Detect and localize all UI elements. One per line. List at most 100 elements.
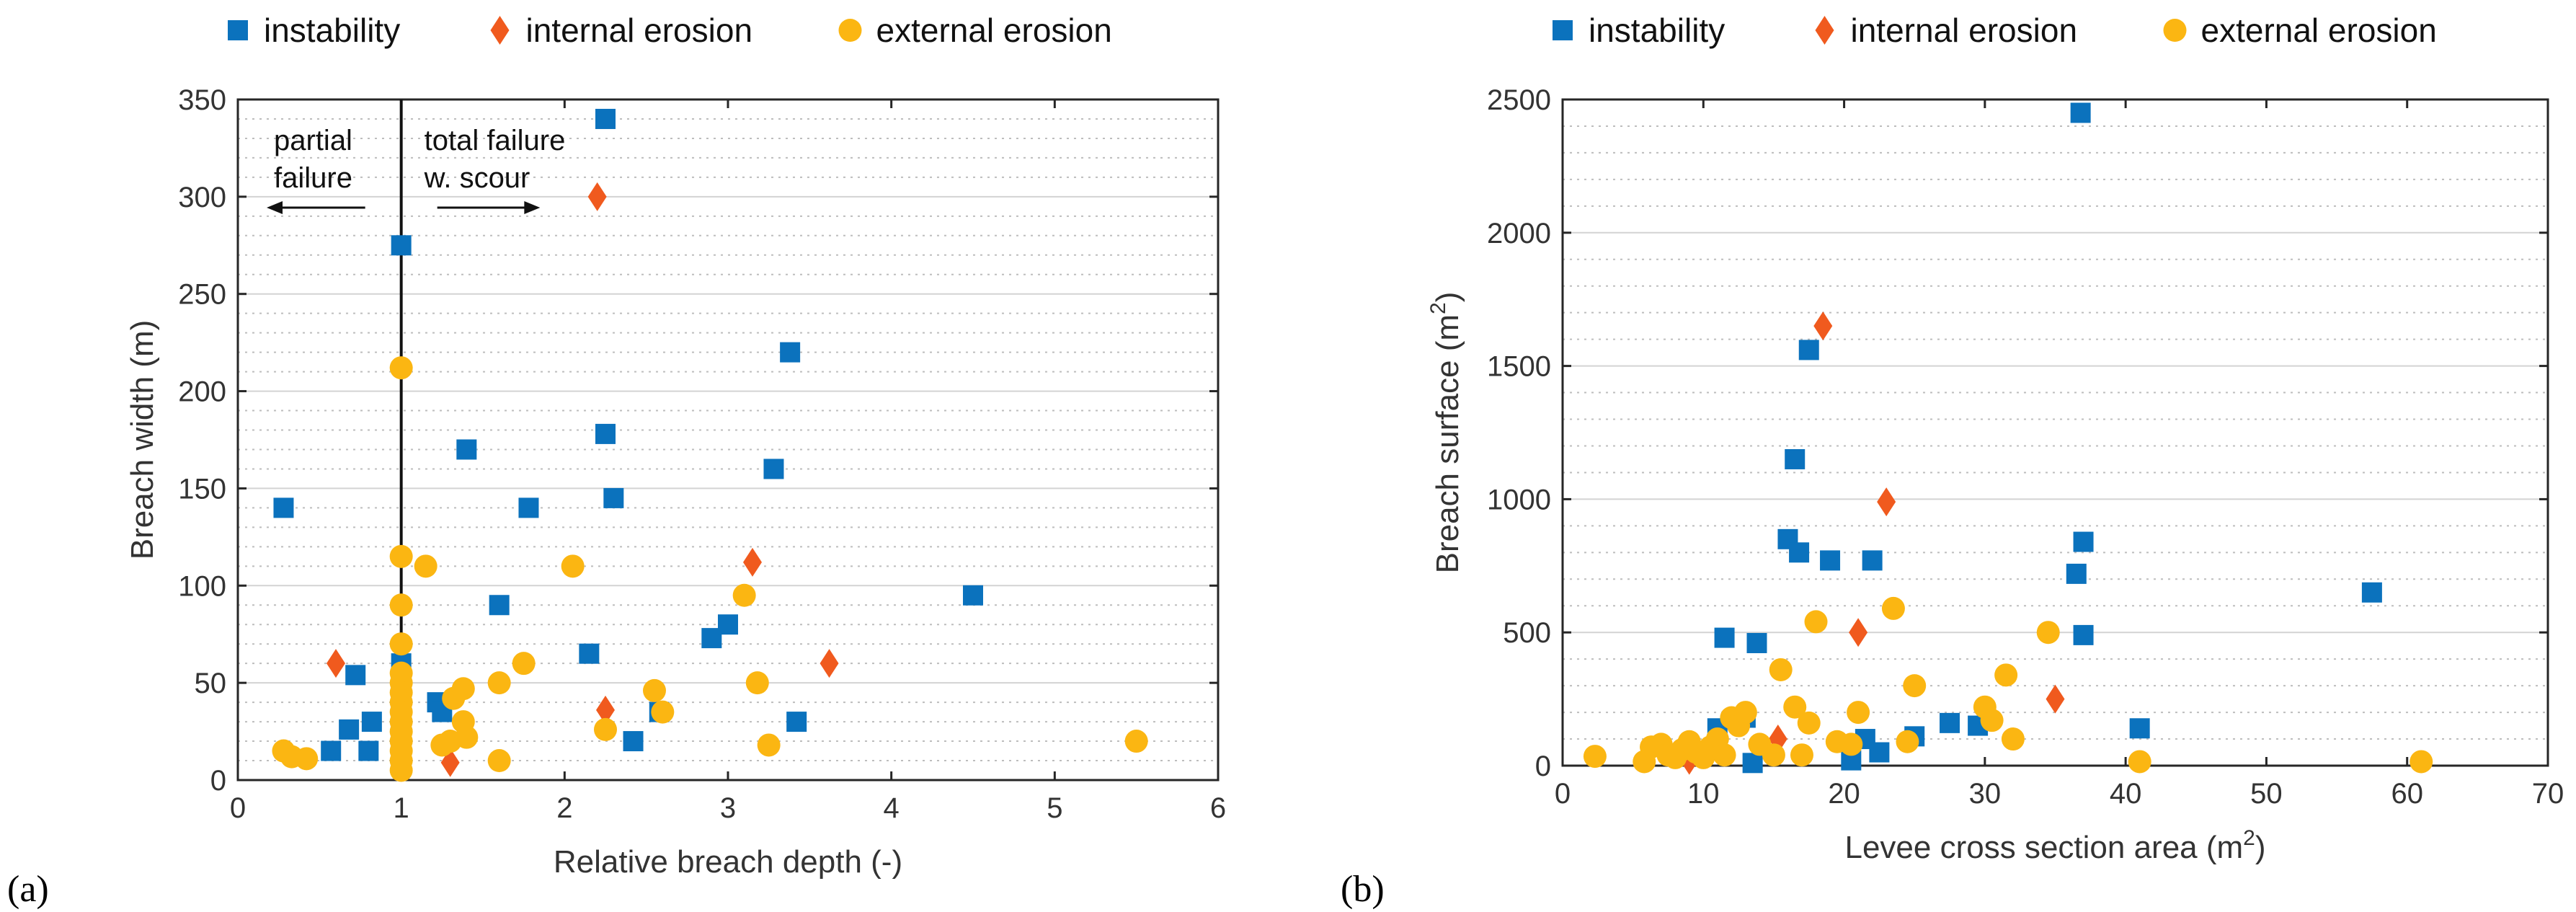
instability-point [339,719,360,740]
legend-marker-external-erosion [838,19,862,42]
instability-point [1789,542,1810,563]
external-erosion-point [594,717,617,741]
y-tick-label: 1000 [1487,484,1551,515]
instability-point [361,712,382,732]
external-erosion-point [414,554,438,578]
legend-label: internal erosion [1851,12,2078,49]
series-internal-erosion [1679,311,2065,775]
external-erosion-point [2128,750,2151,774]
legend-label: external erosion [876,12,1112,49]
external-erosion-point [651,700,675,724]
external-erosion-point [1124,730,1148,753]
external-erosion-point [745,671,769,695]
instability-point [1940,712,1960,733]
y-tick-label: 150 [178,473,226,505]
legend-marker-external-erosion [2163,19,2187,42]
instability-point [2073,531,2094,552]
instability-point [2066,563,2087,584]
legend-label: instability [264,12,400,49]
x-tick-label: 30 [1969,778,2002,810]
y-tick-label: 0 [210,765,226,797]
external-erosion-point [487,671,511,695]
instability-point [603,487,624,508]
internal-erosion-point [743,547,762,577]
legend-label: instability [1589,12,1725,49]
annotation-partial: partial [274,125,352,156]
series-external-erosion [272,356,1148,782]
instability-point [1746,632,1767,653]
external-erosion-point [487,749,511,773]
legend-marker-internal-erosion [1815,16,1834,45]
external-erosion-point [389,593,413,617]
external-erosion-point [1994,663,2018,687]
instability-point [391,235,412,256]
external-erosion-point [1769,658,1793,681]
instability-point [2070,102,2091,123]
internal-erosion-point [820,649,839,678]
external-erosion-point [643,678,666,702]
instability-point [579,643,600,664]
x-tick-label: 4 [884,792,900,824]
external-erosion-point [1903,674,1927,698]
x-axis-label: Relative breach depth (-) [554,844,902,880]
instability-point [1714,627,1735,648]
y-tick-label: 500 [1503,617,1551,649]
internal-erosion-point [596,695,615,725]
x-tick-label: 3 [720,792,736,824]
legend-marker-instability [1553,20,1573,40]
x-tick-label: 2 [556,792,572,824]
external-erosion-point [1881,596,1905,620]
external-erosion-point [2001,727,2025,751]
internal-erosion-point [327,649,345,678]
instability-point [1820,550,1841,571]
external-erosion-point [389,356,413,380]
plot-area-frame [236,98,1220,782]
legend-marker-instability [228,20,248,40]
instability-point [595,108,616,129]
external-erosion-point [389,632,413,656]
external-erosion-point [757,733,781,757]
instability-point [780,342,801,363]
external-erosion-point [1896,730,1919,753]
panel-label: (b) [1341,869,1385,910]
y-axis-label: Breach surface (m2) [1426,292,1465,574]
instability-point [273,497,294,518]
legend-label: external erosion [2201,12,2437,49]
x-tick-label: 1 [394,792,409,824]
panel-b-chart: 0 10 20 30 40 50 60 70 0 500 1000 1500 2000 2500 Levee… [1341,12,2564,910]
y-tick-label: 0 [1535,751,1551,782]
y-tick-label: 50 [195,668,227,699]
instability-point [2129,718,2150,739]
instability-point [489,595,510,616]
y-tick-label: 100 [178,570,226,602]
instability-point [623,731,644,752]
external-erosion-point [1783,695,1807,719]
y-tick-label: 350 [178,84,226,116]
y-tick-label: 300 [178,182,226,213]
external-erosion-point [2410,750,2433,774]
external-erosion-point [1797,711,1821,735]
legend-marker-internal-erosion [490,16,510,45]
instability-point [2361,582,2382,603]
external-erosion-point [295,747,319,771]
external-erosion-point [389,758,413,782]
arrow-left-head [267,201,283,214]
instability-point [1798,340,1819,360]
x-tick-label: 50 [2250,778,2283,810]
internal-erosion-point [1813,311,1833,341]
y-tick-label: 250 [178,279,226,311]
y-tick-label: 200 [178,376,226,408]
instability-point [2073,624,2094,645]
external-erosion-point [1733,701,1757,725]
instability-point [963,585,983,606]
external-erosion-point [455,725,479,749]
external-erosion-point [561,554,585,578]
instability-point [518,497,539,518]
instability-point [786,712,807,732]
external-erosion-point [2036,621,2060,645]
external-erosion-point [389,544,413,568]
external-erosion-point [1839,732,1863,756]
x-tick-label: 0 [230,792,246,824]
external-erosion-point [451,677,475,701]
